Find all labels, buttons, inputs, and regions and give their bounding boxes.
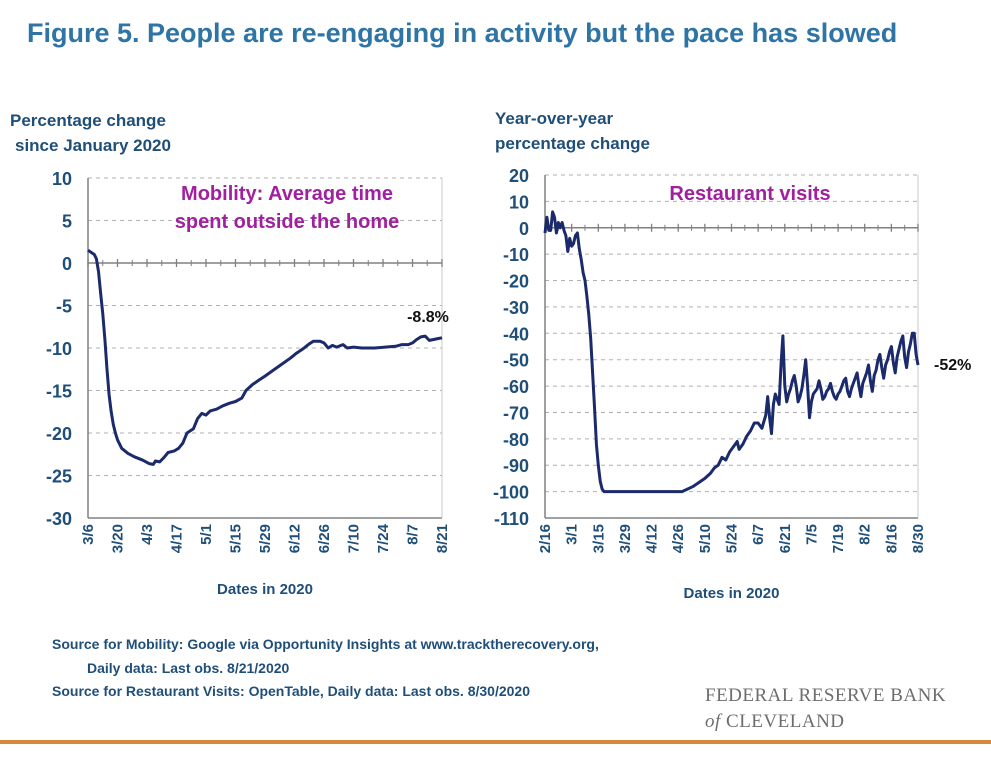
restaurant-series-line	[543, 210, 920, 494]
restaurant-xtick-label: 5/24	[724, 523, 741, 553]
brand-cleveland: CLEVELAND	[720, 711, 845, 732]
restaurant-xtick-label: 3/15	[590, 524, 607, 553]
restaurant-xtick-label: 5/10	[697, 524, 714, 553]
restaurant-xtick-label: 3/1	[564, 524, 581, 545]
mobility-annotation-line-1: Mobility: Average time	[181, 183, 393, 205]
brand-logo: FEDERAL RESERVE BANK of CLEVELAND	[705, 683, 946, 735]
mobility-ytick-label: 10	[52, 169, 72, 189]
source-line-3: Source for Restaurant Visits: OpenTable,…	[52, 683, 530, 699]
mobility-xtick-label: 8/21	[434, 524, 451, 553]
restaurant-ytick-label: -60	[503, 377, 529, 397]
restaurant-ytick-label: -80	[503, 430, 529, 450]
restaurant-ytick-label: -10	[503, 245, 529, 265]
mobility-ytick-label: -20	[46, 424, 72, 444]
restaurant-xtick-label: 4/12	[644, 524, 661, 553]
mobility-annotation-line-2: spent outside the home	[175, 211, 399, 233]
restaurant-ytick-label: -20	[503, 272, 529, 292]
mobility-ylabel-line-1: Percentage change	[10, 111, 166, 130]
restaurant-xtick-label: 3/29	[617, 524, 634, 553]
mobility-ytick-label: -30	[46, 509, 72, 529]
mobility-ytick-label: 0	[62, 254, 72, 274]
restaurant-xtick-label: 2/16	[537, 524, 554, 553]
mobility-xtick-label: 5/15	[228, 524, 245, 553]
mobility-xlabel: Dates in 2020	[217, 581, 313, 598]
mobility-ylabel-line-2: since January 2020	[15, 136, 171, 155]
mobility-series-line	[87, 249, 443, 466]
restaurant-xtick-label: 7/5	[803, 524, 820, 545]
mobility-xtick-label: 5/29	[257, 524, 274, 553]
mobility-ytick-label: 5	[62, 212, 72, 232]
restaurant-ytick-label: -110	[494, 509, 529, 529]
mobility-xtick-label: 3/6	[80, 524, 97, 545]
restaurant-xtick-label: 6/21	[777, 524, 794, 553]
restaurant-ytick-label: 0	[519, 219, 529, 239]
restaurant-ytick-label: -30	[503, 298, 529, 318]
mobility-ytick-label: -10	[46, 339, 72, 359]
restaurant-annotation-line-1: Restaurant visits	[669, 183, 830, 205]
mobility-xtick-label: 8/7	[405, 524, 422, 545]
mobility-xtick-label: 6/26	[316, 524, 333, 553]
source-line-1: Source for Mobility: Google via Opportun…	[52, 636, 599, 652]
restaurant-ytick-label: -90	[503, 456, 529, 476]
figure-title: Figure 5. People are re-engaging in acti…	[27, 18, 897, 48]
restaurant-xtick-label: 7/19	[830, 524, 847, 553]
restaurant-xtick-label: 8/16	[883, 524, 900, 553]
restaurant-xtick-label: 4/26	[670, 524, 687, 553]
source-line-2: Daily data: Last obs. 8/21/2020	[87, 660, 290, 676]
footer-rule	[0, 740, 991, 744]
restaurant-ytick-label: 10	[509, 192, 529, 212]
figure-canvas: Figure 5. People are re-engaging in acti…	[10, 18, 971, 602]
restaurant-ytick-label: -40	[503, 324, 529, 344]
restaurant-chart: Year-over-year percentage change 20 10 0 -10 -…	[493, 109, 971, 602]
brand-of: of	[705, 711, 721, 732]
mobility-xtick-label: 3/20	[110, 524, 127, 553]
restaurant-end-label: -52%	[934, 357, 971, 374]
restaurant-ytick-label: -70	[503, 403, 529, 423]
mobility-xtick-label: 4/17	[169, 524, 186, 553]
mobility-ytick-label: -15	[46, 382, 72, 402]
restaurant-ylabel-line-1: Year-over-year	[495, 109, 614, 128]
mobility-xtick-label: 7/10	[346, 524, 363, 553]
brand-line-2: of CLEVELAND	[705, 709, 946, 735]
mobility-end-label: -8.8%	[407, 309, 449, 326]
mobility-xtick-label: 7/24	[375, 523, 392, 553]
restaurant-xlabel: Dates in 2020	[684, 585, 780, 602]
restaurant-xtick-label: 8/30	[910, 524, 927, 553]
mobility-xtick-label: 5/1	[198, 524, 215, 545]
mobility-xtick-label: 6/12	[287, 524, 304, 553]
restaurant-xtick-label: 8/2	[857, 524, 874, 545]
restaurant-ylabel-line-2: percentage change	[495, 134, 650, 153]
restaurant-ytick-label: -50	[503, 351, 529, 371]
mobility-ytick-label: -25	[46, 467, 72, 487]
restaurant-ytick-label: 20	[509, 166, 529, 186]
restaurant-xtick-label: 6/7	[750, 524, 767, 545]
mobility-chart: Percentage change since January 2020 10 5 0 -…	[10, 111, 451, 598]
brand-line-1: FEDERAL RESERVE BANK	[705, 685, 947, 706]
mobility-ytick-label: -5	[56, 297, 72, 317]
mobility-xtick-label: 4/3	[139, 524, 156, 545]
restaurant-ytick-label: -100	[493, 483, 529, 503]
